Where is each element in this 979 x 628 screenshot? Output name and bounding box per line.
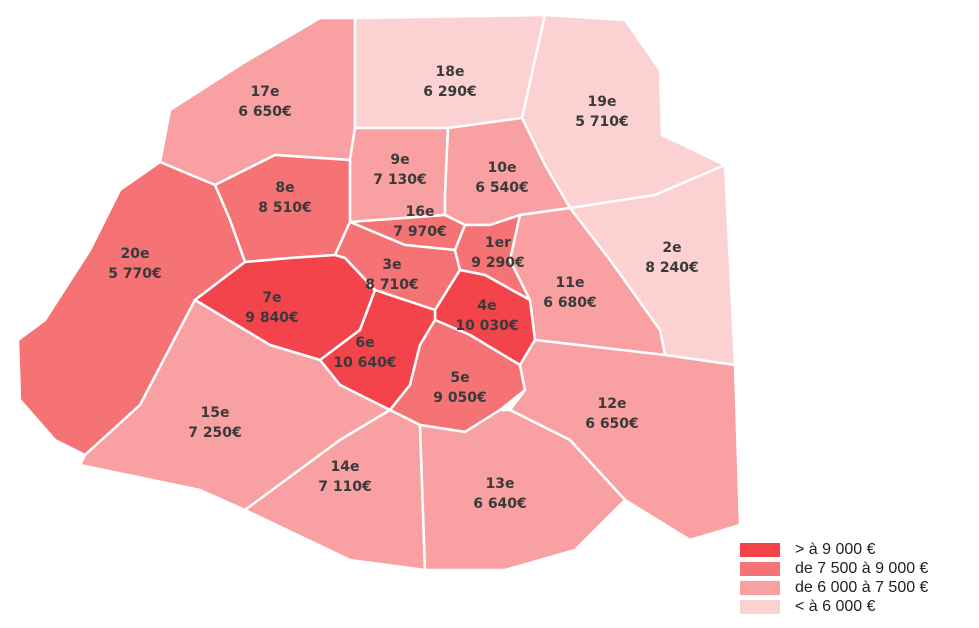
district-price: 8 240€ [645, 260, 699, 276]
legend-label: de 7 500 à 9 000 € [795, 560, 929, 577]
district-name: 9e [390, 152, 409, 168]
district [418, 408, 627, 572]
district-name: 16e [406, 204, 435, 220]
legend-label: > à 9 000 € [795, 541, 876, 558]
district-name: 8e [275, 180, 294, 196]
district-price: 5 710€ [575, 114, 629, 130]
legend-swatch [740, 562, 780, 576]
district [16, 160, 247, 457]
legend-label: < à 6 000 € [795, 598, 876, 615]
district-price: 8 710€ [365, 277, 419, 293]
district-price: 6 680€ [543, 295, 597, 311]
district-price: 6 640€ [473, 496, 527, 512]
legend-label: de 6 000 à 7 500 € [795, 579, 929, 596]
district-price: 5 770€ [108, 266, 162, 282]
district-name: 11e [556, 275, 585, 291]
district-name: 1er [485, 235, 511, 251]
district-price: 9 840€ [245, 310, 299, 326]
district-name: 5e [450, 370, 469, 386]
district-name: 13e [486, 476, 515, 492]
district-price: 7 110€ [318, 479, 372, 495]
district-price: 7 250€ [188, 425, 242, 441]
district-name: 10e [488, 160, 517, 176]
district-price: 6 650€ [585, 416, 639, 432]
district-price: 7 970€ [393, 224, 447, 240]
district-price: 10 640€ [333, 355, 396, 371]
district-price: 6 290€ [423, 84, 477, 100]
district-name: 3e [382, 257, 401, 273]
district-price: 9 050€ [433, 390, 487, 406]
district-price: 8 510€ [258, 200, 312, 216]
district-price: 7 130€ [373, 172, 427, 188]
district-name: 7e [262, 290, 281, 306]
district-name: 14e [331, 459, 360, 475]
district-name: 19e [588, 94, 617, 110]
district-name: 15e [201, 405, 230, 421]
district-price: 10 030€ [455, 318, 518, 334]
legend-swatch [740, 600, 780, 614]
district-name: 17e [251, 84, 280, 100]
district-price: 6 540€ [475, 180, 529, 196]
legend-swatch [740, 543, 780, 557]
legend-swatch [740, 581, 780, 595]
district-name: 2e [662, 240, 681, 256]
district-name: 6e [355, 335, 374, 351]
district-name: 20e [121, 246, 150, 262]
district-name: 4e [477, 298, 496, 314]
district-name: 12e [598, 396, 627, 412]
district-price: 6 650€ [238, 104, 292, 120]
district-name: 18e [436, 64, 465, 80]
district-price: 9 290€ [471, 255, 525, 271]
